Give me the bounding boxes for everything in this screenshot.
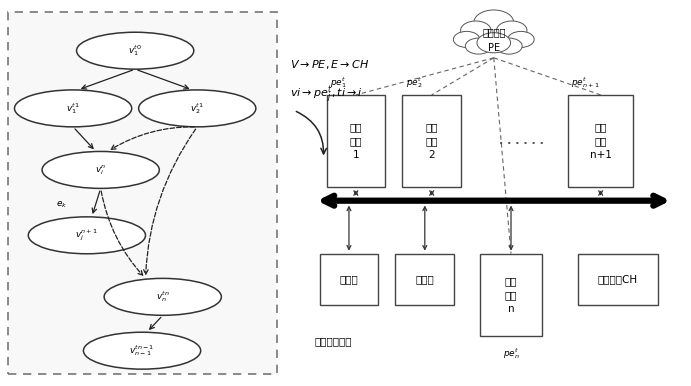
Ellipse shape <box>453 31 480 47</box>
Text: $pe_2^t$: $pe_2^t$ <box>406 75 422 90</box>
Text: $e_k$: $e_k$ <box>56 199 67 210</box>
Text: $v_1^{t1}$: $v_1^{t1}$ <box>66 101 80 116</box>
Ellipse shape <box>508 31 534 47</box>
Ellipse shape <box>497 21 527 40</box>
Text: 处理
单元
n+1: 处理 单元 n+1 <box>589 122 612 160</box>
FancyBboxPatch shape <box>395 254 454 305</box>
FancyBboxPatch shape <box>578 254 658 305</box>
Ellipse shape <box>465 38 492 54</box>
Text: $vi\rightarrow pe_j^t, ti\rightarrow i$: $vi\rightarrow pe_j^t, ti\rightarrow i$ <box>290 84 363 105</box>
Text: 生成控制向量: 生成控制向量 <box>314 336 352 346</box>
Text: 存储器: 存储器 <box>415 274 434 284</box>
Text: PE: PE <box>488 43 500 53</box>
Ellipse shape <box>474 10 514 36</box>
Text: 控制器: 控制器 <box>339 274 359 284</box>
Ellipse shape <box>42 151 160 188</box>
FancyBboxPatch shape <box>402 95 461 187</box>
Text: $v_1^{t0}$: $v_1^{t0}$ <box>129 43 142 58</box>
Ellipse shape <box>495 38 522 54</box>
FancyBboxPatch shape <box>8 12 276 374</box>
Ellipse shape <box>461 21 491 40</box>
Text: $pe_n^t$: $pe_n^t$ <box>502 346 520 361</box>
Text: 模块资源: 模块资源 <box>482 28 506 37</box>
Text: $v_i^{n}$: $v_i^{n}$ <box>95 163 106 177</box>
Ellipse shape <box>477 33 511 53</box>
FancyBboxPatch shape <box>327 95 385 187</box>
FancyBboxPatch shape <box>480 254 542 336</box>
Text: 处理
单元
2: 处理 单元 2 <box>426 122 438 160</box>
Text: $V\rightarrow PE, E\rightarrow CH$: $V\rightarrow PE, E\rightarrow CH$ <box>290 58 370 71</box>
FancyBboxPatch shape <box>568 95 634 187</box>
Text: $v_j^{n+1}$: $v_j^{n+1}$ <box>75 227 98 243</box>
Ellipse shape <box>28 217 146 254</box>
Ellipse shape <box>77 32 193 69</box>
Text: $v_2^{t1}$: $v_2^{t1}$ <box>191 101 204 116</box>
Text: 处理
单元
n: 处理 单元 n <box>504 276 518 314</box>
Ellipse shape <box>84 332 200 369</box>
Text: . . . . . .: . . . . . . <box>499 136 544 146</box>
FancyBboxPatch shape <box>320 254 378 305</box>
Ellipse shape <box>104 278 221 315</box>
Ellipse shape <box>15 90 132 127</box>
Text: $pe_1^t$: $pe_1^t$ <box>330 75 347 90</box>
Text: $v_{n-1}^{tn-1}$: $v_{n-1}^{tn-1}$ <box>129 343 155 358</box>
Text: $v_n^{tn}$: $v_n^{tn}$ <box>156 290 170 304</box>
Text: 通信资源CH: 通信资源CH <box>598 274 638 284</box>
Text: 处理
单元
1: 处理 单元 1 <box>350 122 362 160</box>
Text: $pe_{n+1}^t$: $pe_{n+1}^t$ <box>571 75 600 90</box>
Ellipse shape <box>139 90 256 127</box>
